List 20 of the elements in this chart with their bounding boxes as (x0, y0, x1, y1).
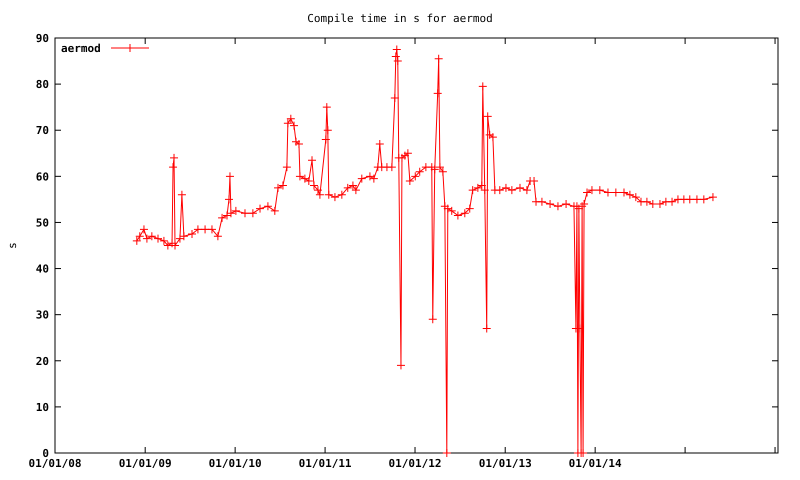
y-tick-label: 0 (42, 447, 49, 460)
y-tick-label: 40 (36, 262, 49, 276)
y-tick-label: 80 (36, 78, 49, 92)
chart-title: Compile time in s for aermod (307, 12, 493, 25)
x-tick-label: 01/01/11 (298, 457, 352, 470)
y-tick-label: 10 (36, 400, 49, 414)
x-tick-label: 01/01/13 (478, 457, 532, 470)
x-tick-label: 01/01/14 (568, 457, 622, 470)
y-tick-label: 50 (36, 216, 49, 230)
x-tick-label: 01/01/08 (28, 457, 82, 470)
legend-label: aermod (61, 42, 101, 55)
x-tick-label: 01/01/12 (388, 457, 442, 470)
y-tick-label: 90 (36, 32, 49, 45)
y-tick-label: 30 (36, 308, 49, 322)
y-axis-title: s (6, 242, 19, 249)
y-tick-label: 60 (36, 170, 49, 184)
y-tick-label: 20 (36, 354, 49, 368)
y-tick-label: 70 (36, 124, 49, 138)
x-tick-label: 01/01/09 (118, 457, 172, 470)
x-tick-label: 01/01/10 (208, 457, 262, 470)
